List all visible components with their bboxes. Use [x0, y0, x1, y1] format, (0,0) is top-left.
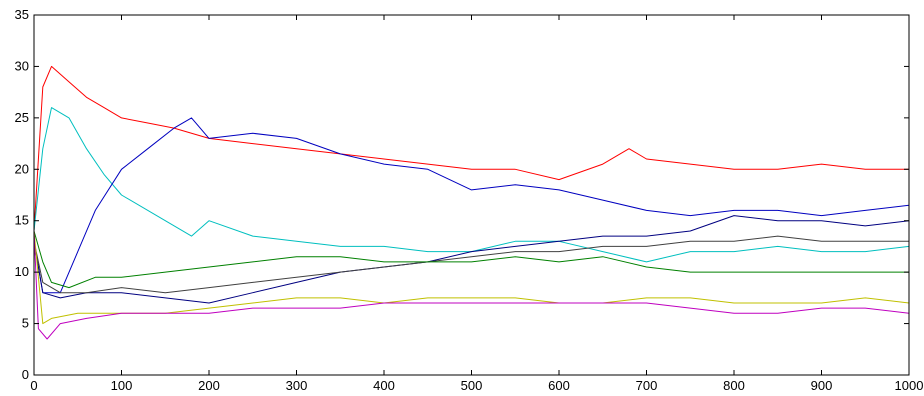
y-tick-label: 10: [15, 264, 29, 279]
x-tick-label: 300: [286, 378, 308, 393]
series-line-6: [33, 230, 909, 289]
x-tick-label: 0: [30, 378, 37, 393]
x-tick-label: 400: [373, 378, 395, 393]
y-tick-label: 15: [15, 213, 29, 228]
plot-area-frame: [33, 14, 910, 376]
series-line-1: [33, 65, 909, 232]
series-line-7: [33, 230, 910, 325]
y-tick-label: 30: [15, 58, 29, 73]
plot-series-group: [33, 65, 910, 340]
y-tick-label: 20: [15, 161, 29, 176]
y-tick-label: 0: [22, 367, 29, 382]
series-line-8: [33, 230, 910, 340]
x-tick-label: 700: [636, 378, 658, 393]
y-tick-label: 25: [15, 110, 29, 125]
x-tick-label: 800: [723, 378, 745, 393]
y-tick-label: 35: [15, 7, 29, 22]
x-tick-label: 100: [111, 378, 133, 393]
x-tick-label: 500: [461, 378, 483, 393]
series-line-3: [33, 117, 910, 294]
x-axis: 0 100 200 300 400 500 600 700 800 900 1000: [30, 15, 923, 393]
x-tick-label: 600: [548, 378, 570, 393]
series-line-2: [33, 107, 910, 263]
x-tick-label: 1000: [895, 378, 924, 393]
series-line-5: [33, 235, 909, 294]
x-tick-label: 900: [811, 378, 833, 393]
y-axis: 0 5 10 15 20 25 30 35: [15, 7, 909, 382]
y-tick-label: 5: [22, 316, 29, 331]
series-line-4: [33, 215, 910, 304]
x-tick-label: 200: [198, 378, 220, 393]
